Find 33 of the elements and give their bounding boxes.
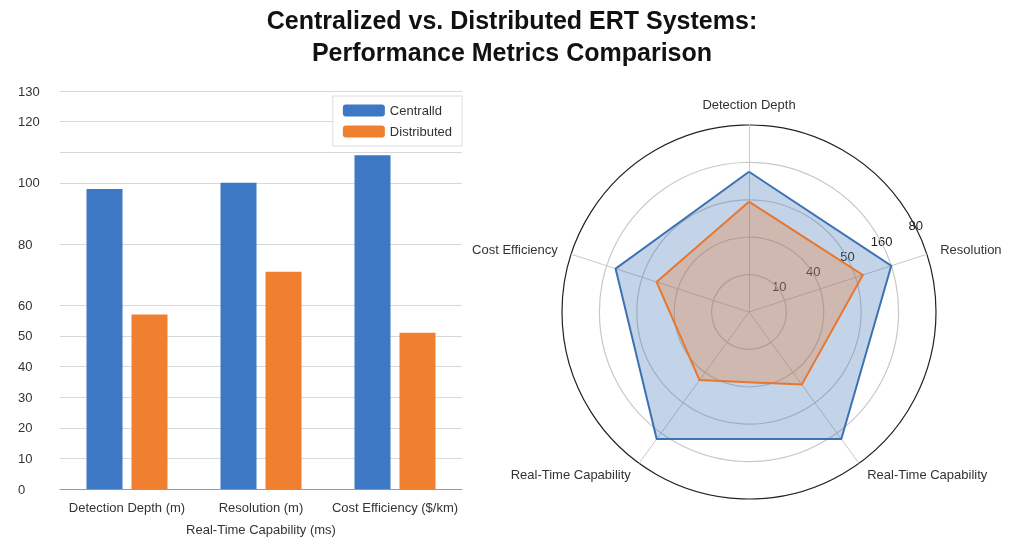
spoke-label: Resolution [940,242,1002,258]
x-tick-label: Cost Efficiency ($/km) [331,500,459,515]
spoke-label: Real-Time Capability [510,467,632,483]
x-tick-label: Resolution (m) [218,500,304,515]
legend-label: Distributed [389,124,452,139]
spoke-label: Real-Time Capability [867,467,988,483]
y-tick-label: 80 [18,236,33,252]
y-tick-label: 0 [18,481,26,497]
text: 40 [806,264,821,280]
y-tick-label: 100 [18,175,40,191]
bar [131,314,168,489]
text: 10 [771,279,787,295]
y-tick-label: 40 [18,359,33,375]
bar [220,182,257,489]
bar [86,188,123,489]
x-tick-label: Detection Depth (m) [68,500,186,515]
y-tick-label: 10 [18,450,33,466]
legend-label: Centralld [389,103,442,118]
spoke-label: Detection Depth [702,97,796,112]
bar [265,271,302,489]
y-tick-label: 30 [18,389,33,405]
y-tick-label: 120 [18,114,40,130]
text: 160 [870,233,893,249]
y-tick-label: 130 [18,83,40,99]
y-tick-label: 20 [18,420,33,436]
y-tick-label: 50 [18,328,33,344]
bar [399,332,436,489]
x-axis-title: Real-Time Capability (ms) [186,522,336,537]
y-tick-label: 60 [18,297,33,313]
text: Centralized vs. Distributed ERT Systems: Performance Metrics Comparison [265,5,759,68]
text: 50 [840,248,855,264]
bar [354,155,391,489]
spoke-label: Cost Efficiency [472,242,559,258]
